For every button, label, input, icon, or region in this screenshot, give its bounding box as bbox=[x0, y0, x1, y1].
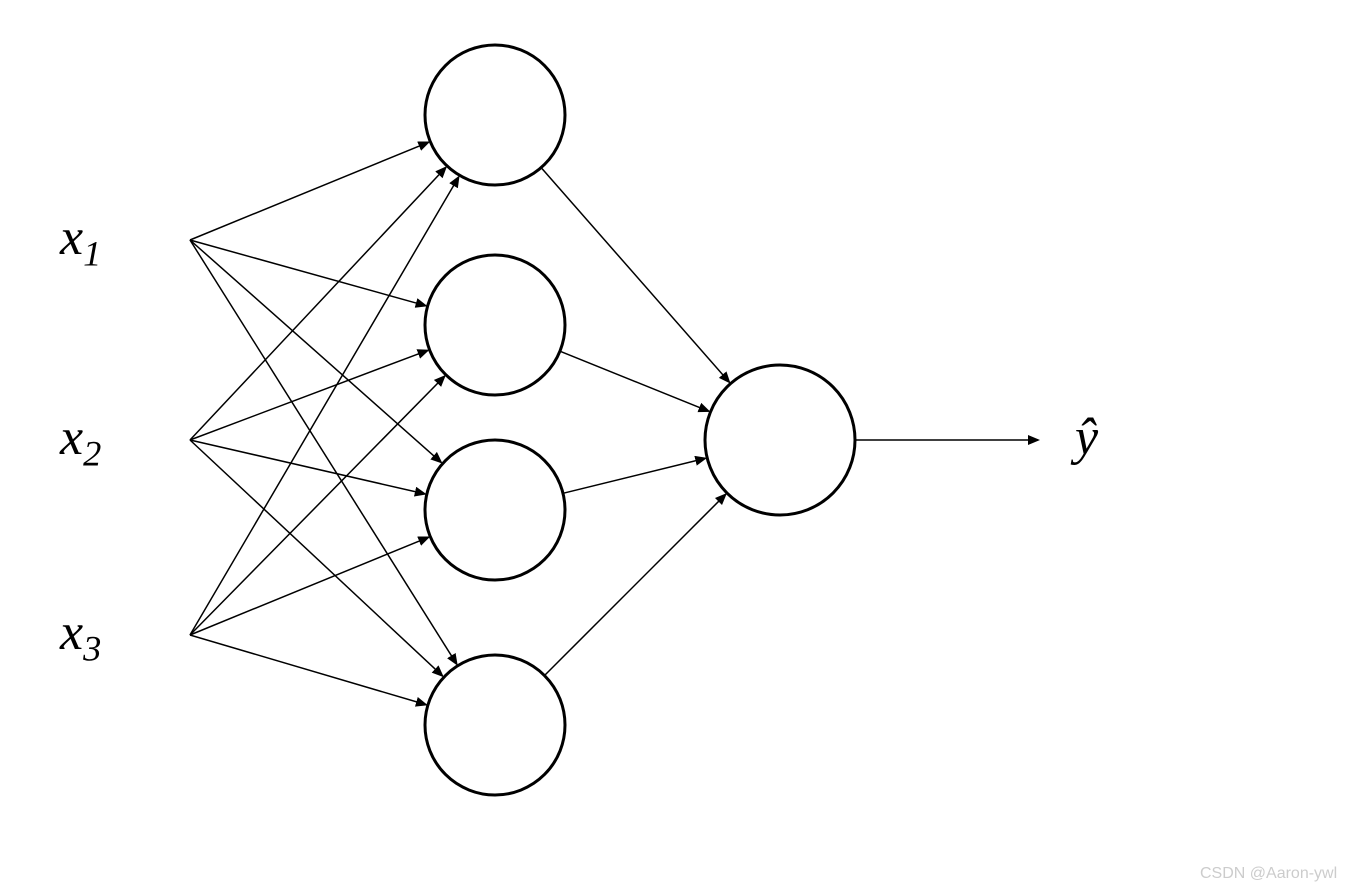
input-label-x1: x1 bbox=[60, 208, 101, 274]
output-label: ŷ bbox=[1075, 408, 1098, 467]
edge bbox=[190, 440, 425, 494]
hidden-node-3 bbox=[425, 440, 565, 580]
watermark-text: CSDN @Aaron-ywl bbox=[1200, 865, 1337, 883]
edge bbox=[560, 351, 709, 411]
edge bbox=[563, 458, 705, 493]
output-node-1 bbox=[705, 365, 855, 515]
edge bbox=[190, 440, 442, 676]
edges-layer bbox=[190, 142, 1038, 704]
edge bbox=[190, 240, 441, 462]
hidden-node-2 bbox=[425, 255, 565, 395]
edge bbox=[190, 168, 446, 440]
edge bbox=[190, 350, 428, 440]
input-label-x2: x2 bbox=[60, 408, 101, 474]
input-label-x3: x3 bbox=[60, 603, 101, 669]
hidden-node-1 bbox=[425, 45, 565, 185]
hidden-node-4 bbox=[425, 655, 565, 795]
edge bbox=[190, 635, 426, 705]
neural-network-diagram bbox=[0, 0, 1362, 884]
nodes-layer bbox=[425, 45, 855, 795]
edge bbox=[190, 376, 445, 635]
edge bbox=[190, 142, 428, 240]
edge bbox=[541, 168, 729, 382]
edge bbox=[544, 494, 725, 675]
